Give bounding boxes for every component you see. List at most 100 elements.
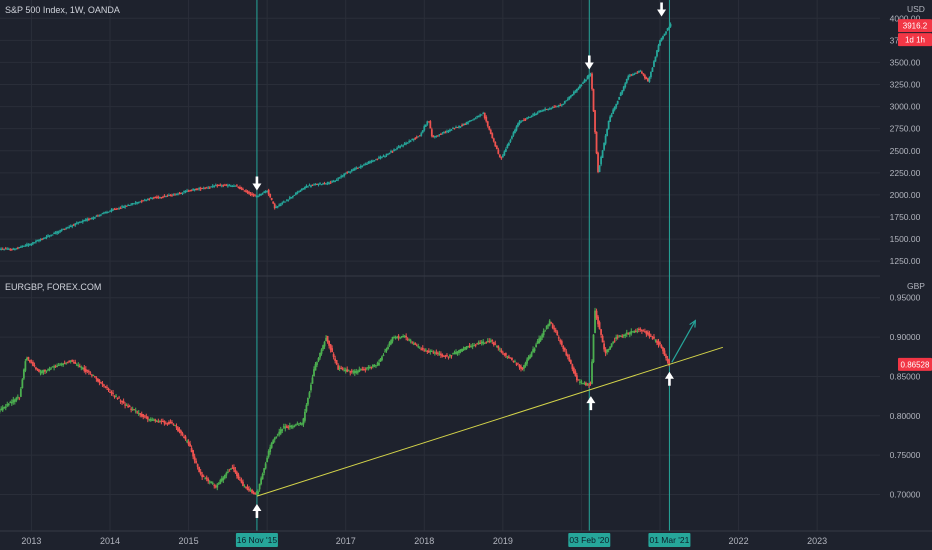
candle-body bbox=[569, 360, 572, 364]
candle-body bbox=[239, 187, 241, 189]
candle-body bbox=[293, 425, 296, 427]
candle-body bbox=[222, 477, 225, 481]
candle-body bbox=[12, 399, 15, 403]
candle-body bbox=[100, 214, 102, 216]
candle-body bbox=[535, 344, 537, 348]
candle-body bbox=[19, 246, 22, 248]
candle-body bbox=[355, 167, 358, 169]
candle-body bbox=[326, 335, 329, 342]
candle-body bbox=[447, 130, 450, 132]
candle-body bbox=[645, 331, 648, 335]
candle-body bbox=[637, 328, 640, 330]
candle-body bbox=[402, 336, 405, 338]
candle-body bbox=[572, 367, 575, 374]
candle-body bbox=[18, 246, 21, 248]
candle-body bbox=[175, 426, 178, 428]
candle-body bbox=[433, 352, 436, 354]
candle-body bbox=[264, 463, 267, 469]
candle-body bbox=[254, 195, 256, 197]
candle-body bbox=[210, 482, 213, 484]
candle-body bbox=[296, 192, 299, 194]
candle-body bbox=[48, 368, 51, 371]
candle-body bbox=[452, 353, 454, 355]
candle-body bbox=[169, 195, 172, 197]
candle-body bbox=[409, 140, 412, 142]
candle-body bbox=[210, 186, 213, 188]
candle-body bbox=[579, 85, 581, 89]
time-axis-background[interactable] bbox=[0, 531, 932, 550]
candle-body bbox=[199, 471, 202, 475]
candle-body bbox=[509, 139, 512, 142]
candle-body bbox=[607, 349, 610, 351]
candle-body bbox=[373, 160, 376, 162]
candle-body bbox=[414, 137, 417, 139]
year-tick-label: 2014 bbox=[100, 536, 120, 546]
last-price-label: 0.86528 bbox=[901, 360, 930, 369]
date-marker-label: 01 Mar '21 bbox=[649, 535, 689, 545]
candle-body bbox=[308, 392, 311, 398]
price-tick-label: 3500.00 bbox=[890, 57, 921, 67]
candle-body bbox=[514, 361, 516, 363]
candle-body bbox=[568, 357, 571, 362]
candle-body bbox=[166, 423, 169, 425]
candle-body bbox=[470, 346, 473, 348]
candle-body bbox=[506, 145, 509, 149]
candle-body bbox=[503, 151, 506, 156]
candle-body bbox=[662, 347, 664, 352]
candle-body bbox=[291, 426, 294, 428]
candle-body bbox=[365, 367, 368, 369]
candle-body bbox=[6, 404, 9, 406]
candle-body bbox=[565, 351, 568, 356]
candle-body bbox=[406, 338, 409, 340]
candle-body bbox=[532, 349, 534, 353]
candle-body bbox=[536, 341, 539, 344]
candle-body bbox=[266, 457, 269, 463]
candle-body bbox=[421, 347, 424, 350]
candle-body bbox=[151, 419, 154, 421]
candle-body bbox=[29, 359, 31, 363]
candle-body bbox=[269, 447, 272, 453]
candle-body bbox=[104, 386, 107, 388]
candle-body bbox=[161, 197, 164, 199]
candle-body bbox=[32, 361, 34, 366]
price-axis-background[interactable] bbox=[880, 0, 932, 550]
candle-body bbox=[288, 425, 291, 428]
candle-body bbox=[430, 350, 433, 352]
candle-body bbox=[87, 219, 90, 221]
candle-body bbox=[633, 74, 636, 76]
candle-body bbox=[622, 86, 625, 91]
candle-body bbox=[556, 106, 559, 108]
candle-body bbox=[236, 472, 238, 477]
candle-body bbox=[278, 431, 281, 435]
candle-body bbox=[302, 418, 305, 425]
candle-body bbox=[406, 142, 409, 144]
candle-body bbox=[313, 369, 315, 377]
candle-body bbox=[526, 359, 528, 364]
candle-body bbox=[412, 138, 415, 141]
candle-body bbox=[343, 173, 346, 176]
candle-body bbox=[665, 355, 667, 359]
candle-body bbox=[462, 123, 465, 126]
candle-body bbox=[600, 156, 602, 165]
candle-body bbox=[149, 197, 152, 199]
candle-body bbox=[193, 188, 196, 191]
candle-body bbox=[254, 492, 256, 495]
candle-body bbox=[198, 188, 201, 190]
candle-body bbox=[139, 413, 142, 415]
candle-body bbox=[299, 190, 302, 192]
candle-body bbox=[426, 350, 429, 352]
candle-body bbox=[453, 128, 456, 130]
candle-body bbox=[418, 135, 421, 137]
year-tick-label: 2019 bbox=[493, 536, 513, 546]
candle-body bbox=[264, 191, 267, 193]
candle-body bbox=[202, 188, 205, 190]
last-price-tag bbox=[898, 357, 932, 371]
candle-body bbox=[627, 333, 630, 335]
candle-body bbox=[415, 345, 418, 347]
candle-body bbox=[183, 191, 185, 193]
candle-body bbox=[285, 426, 288, 428]
spx-unit-label: USD bbox=[907, 4, 925, 14]
candle-body bbox=[665, 31, 667, 34]
candle-body bbox=[219, 184, 222, 186]
